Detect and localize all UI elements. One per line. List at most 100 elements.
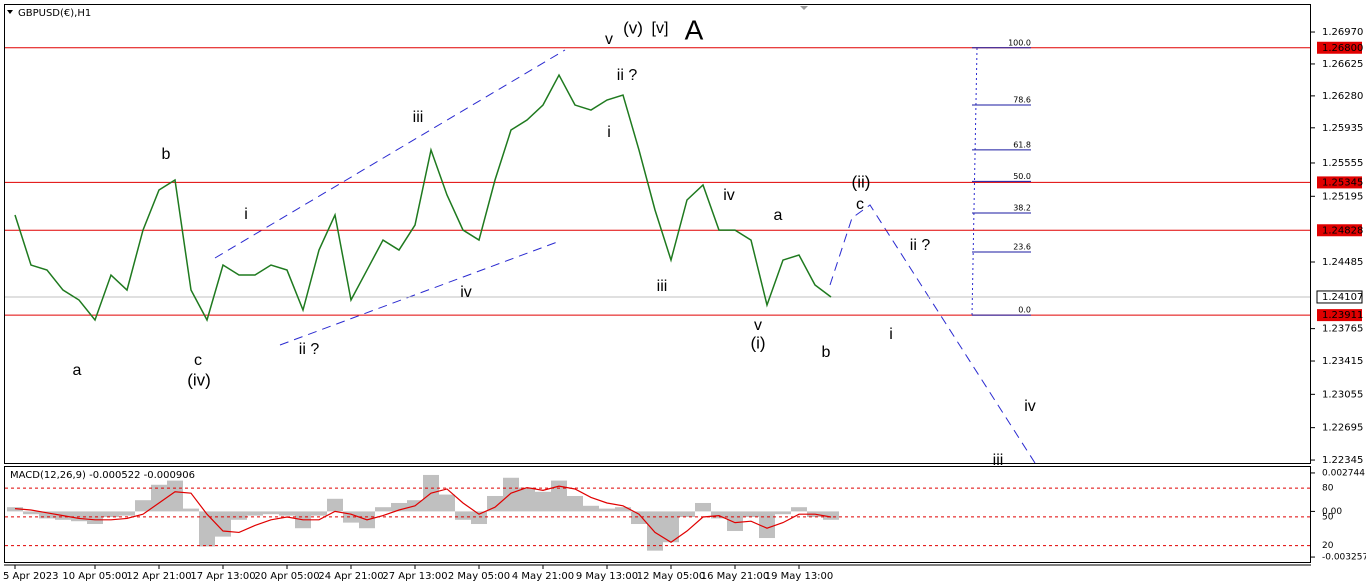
wave-label: a [774,207,783,224]
macd-bar [727,511,743,532]
macd-title: MACD(12,26,9) -0.000522 -0.000906 [10,470,195,481]
macd-bar [519,487,535,512]
wave-label: iii [657,278,668,295]
macd-bar [151,484,167,512]
macd-frame [4,466,1311,563]
macd-bar [647,511,663,551]
wave-label: iii [993,452,1004,469]
macd-bar [535,491,551,512]
wave-label: c [856,196,864,213]
x-tick-label: 24 Apr 21:00 [318,571,383,582]
macd-bar [7,507,23,512]
fib-label: 23.6 [1013,243,1031,252]
y2-tick-label: 20 [1322,541,1334,551]
wave-label: iv [723,187,735,204]
macd-bar [39,511,55,519]
channel-upper [214,49,566,259]
macd-bar [103,511,119,518]
macd-bar [711,511,727,519]
wave-label: (i) [750,333,765,352]
level-box [1317,176,1362,189]
y2-tick-label: 80 [1322,484,1334,494]
macd-bar [199,511,215,547]
wave-label: v [754,317,762,334]
wave-label: iv [460,284,472,301]
y-tick-label: 0.002744 [1322,468,1365,478]
macd-bar [87,511,103,525]
macd-bar [311,511,327,516]
y-tick-label: 1.22345 [1322,455,1363,466]
fib-label: 100.0 [1008,38,1031,47]
level-label: 1.25345 [1322,177,1363,188]
macd-bar [71,511,87,522]
y-tick-label: 1.26625 [1322,59,1363,70]
current-price-box [1316,290,1363,304]
fib-label: 61.8 [1013,140,1031,149]
x-tick-label: 27 Apr 13:00 [382,571,447,582]
macd-bar [327,498,343,512]
level-label: 1.26800 [1322,43,1363,54]
macd-bar [775,511,791,515]
macd-bar [695,502,711,512]
macd-bar [631,511,647,525]
fib-label: 78.6 [1013,95,1031,104]
macd-bar [455,511,471,520]
macd-bar [135,500,151,512]
fib-label: 38.2 [1013,203,1031,212]
macd-bar [743,511,759,518]
x-tick-label: 2 May 05:00 [448,571,510,582]
x-tick-label: 12 May 05:00 [637,571,706,582]
x-tick-label: 9 May 13:00 [576,571,638,582]
macd-bar [503,477,519,512]
wave-label: a [73,362,82,379]
wave-label: A [685,14,704,45]
wave-label: iii [413,109,424,126]
macd-bar [439,494,455,512]
wave-label: (iv) [187,370,211,389]
wave-label: i [607,124,611,141]
fib-label: 0.0 [1018,306,1031,315]
y-tick-label: 1.26280 [1322,91,1363,102]
wave-label: ii ? [617,67,638,84]
macd-bar [215,511,231,537]
scroll-marker [800,6,808,10]
wave-label: iv [1024,398,1036,415]
macd-bar [551,480,567,512]
macd-bar [823,511,839,520]
chart-title: GBPUSD(€),H1 [18,8,91,19]
macd-bar [599,508,615,512]
x-tick-label: 17 Apr 13:00 [190,571,255,582]
price-line [14,73,832,322]
level-box [1317,309,1362,322]
y-tick-label: 1.23415 [1322,356,1363,367]
macd-bar [583,505,599,512]
signal-line [14,485,832,543]
x-tick-label: 5 Apr 2023 [3,571,58,582]
macd-bar [663,511,679,543]
x-tick-label: 10 Apr 05:00 [62,571,127,582]
x-tick-label: 16 May 21:00 [701,571,770,582]
y-tick-label: 1.24485 [1322,257,1363,268]
y-tick-label: 1.25195 [1322,191,1363,202]
wave-label: c [194,352,202,369]
wave-label: v [605,31,613,48]
macd-bar [679,511,695,518]
macd-bar [615,507,631,512]
level-box [1317,224,1362,237]
y-tick-label: 1.22695 [1322,423,1363,434]
y-tick-label: 1.23765 [1322,324,1363,335]
level-label: 1.23911 [1322,310,1363,321]
macd-bar [391,502,407,512]
wave-label: [v] [652,20,669,37]
title-arrow [7,10,13,14]
y-tick-label: 1.23055 [1322,389,1363,400]
level-box [1317,41,1362,54]
macd-bar [471,511,487,525]
x-tick-label: 19 May 13:00 [765,571,834,582]
wave-label: ii ? [299,341,320,358]
y-tick-label: 0.00 [1322,507,1342,517]
fib-label: 50.0 [1013,172,1031,181]
wave-label: i [889,326,893,343]
macd-bar [23,511,39,515]
